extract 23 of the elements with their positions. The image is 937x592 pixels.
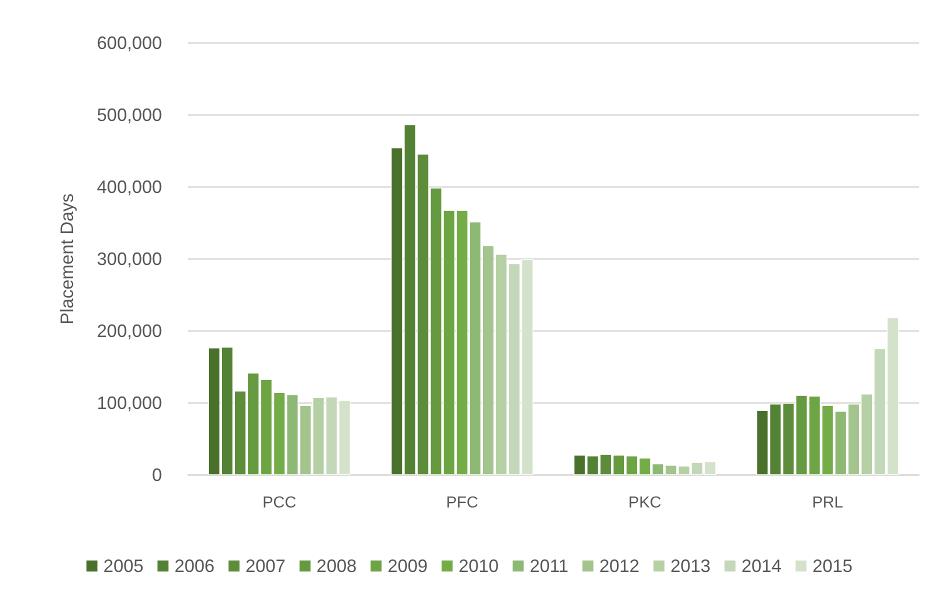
y-tick-label: 300,000 — [96, 249, 162, 269]
x-tick-label: PRL — [812, 494, 844, 512]
legend-label: 2012 — [599, 556, 640, 576]
legend-label: 2009 — [388, 556, 428, 576]
legend-label: 2007 — [246, 556, 286, 576]
x-tick-label: PFC — [446, 494, 478, 512]
legend-label: 2015 — [812, 556, 853, 576]
y-tick-label: 0 — [152, 465, 162, 485]
legend-label: 2010 — [458, 556, 499, 576]
legend-label: 2014 — [741, 556, 782, 576]
legend-label: 2013 — [670, 556, 710, 576]
legend-label: 2005 — [103, 556, 144, 576]
y-tick-label: 400,000 — [96, 177, 162, 197]
y-tick-label: 100,000 — [96, 393, 162, 413]
legend-label: 2011 — [530, 556, 568, 576]
legend-label: 2006 — [174, 556, 215, 576]
y-tick-label: 600,000 — [96, 33, 162, 53]
x-tick-label: PKC — [628, 494, 662, 512]
legend-label: 2008 — [316, 556, 357, 576]
y-tick-label: 500,000 — [96, 105, 162, 125]
y-tick-label: 200,000 — [96, 321, 162, 341]
y-axis-title: Placement Days — [57, 193, 77, 325]
x-tick-label: PCC — [262, 494, 296, 512]
